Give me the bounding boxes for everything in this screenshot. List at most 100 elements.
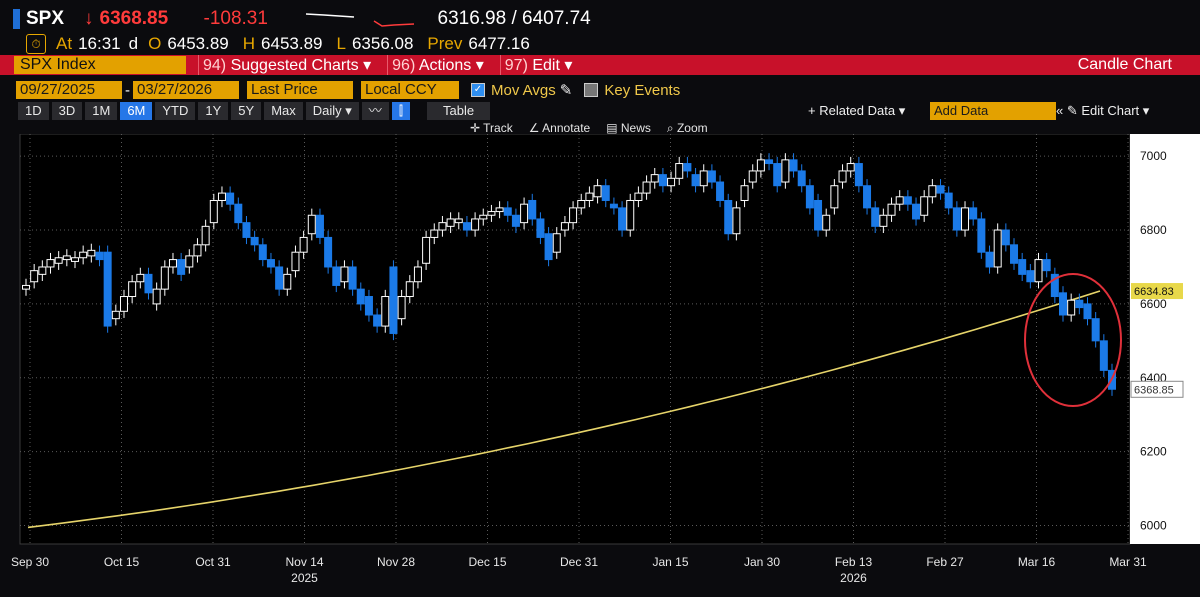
settings-bar: 09/27/2025 - 03/27/2026 Last Price Local… xyxy=(0,80,1200,100)
candle xyxy=(503,207,512,216)
candle xyxy=(822,214,831,231)
period-3d[interactable]: 3D xyxy=(51,102,83,120)
candle xyxy=(773,163,782,187)
candle xyxy=(38,266,47,275)
track-tool[interactable]: ✛ Track xyxy=(470,121,513,135)
security-field[interactable]: SPX Index xyxy=(14,56,186,74)
candle xyxy=(454,218,463,224)
candle xyxy=(683,163,692,172)
menu-label: Edit ▾ xyxy=(532,57,573,74)
ticker-symbol[interactable]: SPX xyxy=(26,8,65,29)
candle xyxy=(128,281,137,298)
candle xyxy=(601,185,610,201)
x-tick-label: Jan 30 xyxy=(744,555,780,569)
chart-grid xyxy=(19,134,1200,545)
end-date-input[interactable]: 03/27/2026 xyxy=(133,81,239,99)
candle xyxy=(577,199,586,209)
price-type-select[interactable]: Last Price xyxy=(247,81,353,99)
candle xyxy=(438,222,447,231)
low-label: L xyxy=(336,34,346,53)
command-bar: SPX Index 94) Suggested Charts ▾ 96) Act… xyxy=(0,55,1200,75)
collapse-icon[interactable]: « xyxy=(1056,103,1067,118)
table-button[interactable]: Table xyxy=(426,102,491,120)
period-max[interactable]: Max xyxy=(264,102,303,120)
candle xyxy=(1050,273,1059,298)
frequency-select[interactable]: Daily ▾ xyxy=(305,102,359,120)
y-axis-panel xyxy=(1130,134,1200,544)
candle xyxy=(209,199,218,224)
candle xyxy=(985,251,994,268)
mov-avgs-toggle[interactable]: Mov Avgs xyxy=(491,81,556,99)
news-tool[interactable]: ▤ News xyxy=(606,121,651,135)
zoom-tool[interactable]: ⌕ Zoom xyxy=(666,121,708,135)
quote-bar: SPX ↓ 6368.85 -108.31 6316.98 / 6407.74 xyxy=(0,6,1200,32)
candle xyxy=(332,266,341,286)
down-arrow-icon: ↓ xyxy=(84,8,94,29)
candle xyxy=(258,244,267,261)
line-chart-icon[interactable]: 〰 xyxy=(361,102,389,120)
x-tick-label: Feb 13 xyxy=(835,555,873,569)
y-tick-label: 6200 xyxy=(1140,445,1167,459)
candle xyxy=(871,207,880,227)
price-tags: 6634.83 6368.85 xyxy=(1130,283,1184,398)
chart-type-title: Candle Chart xyxy=(1077,56,1172,73)
candle xyxy=(569,207,578,224)
plot-area xyxy=(19,134,1131,545)
x-tick-label: Nov 28 xyxy=(377,555,415,569)
candle xyxy=(1091,318,1100,342)
candle xyxy=(136,273,145,283)
currency-select[interactable]: Local CCY xyxy=(361,81,459,99)
clock-icon[interactable]: ⏱ xyxy=(26,34,46,54)
candle xyxy=(1042,259,1051,272)
start-date-input[interactable]: 09/27/2025 xyxy=(16,81,122,99)
x-tick-label: Sep 30 xyxy=(11,555,49,569)
annotate-tool[interactable]: ∠ Annotate xyxy=(528,121,591,135)
period-6m[interactable]: 6M xyxy=(120,102,153,120)
period-1y[interactable]: 1Y xyxy=(198,102,229,120)
key-events-checkbox[interactable] xyxy=(584,83,599,97)
candle xyxy=(250,236,259,246)
high-label: H xyxy=(242,34,256,53)
candle xyxy=(266,259,275,268)
x-tick-label: Feb 27 xyxy=(926,555,964,569)
tool-label: Annotate xyxy=(542,121,591,135)
menu-suggested-charts[interactable]: 94) Suggested Charts ▾ xyxy=(198,55,376,75)
candle xyxy=(691,174,700,187)
period-5y[interactable]: 5Y xyxy=(231,102,262,120)
candle xyxy=(201,225,210,246)
candle xyxy=(585,192,594,201)
candle xyxy=(511,214,520,227)
last-price: 6368.85 xyxy=(99,8,169,29)
period-1d[interactable]: 1D xyxy=(18,102,49,120)
add-data-input[interactable]: Add Data xyxy=(930,102,1056,120)
period-1m[interactable]: 1M xyxy=(85,102,118,120)
edit-chart-button[interactable]: « ✎ Edit Chart ▾ xyxy=(1056,103,1149,119)
candle xyxy=(1034,259,1043,283)
x-tick-label: Jan 15 xyxy=(652,555,688,569)
day-label: d xyxy=(128,34,139,53)
candle xyxy=(1059,292,1068,316)
menu-edit[interactable]: 97) Edit ▾ xyxy=(499,55,577,75)
checkbox-icon[interactable]: ✓ xyxy=(471,83,485,97)
candle-icon[interactable]: ⫿ xyxy=(391,102,410,120)
candle xyxy=(993,229,1002,268)
menu-label: Suggested Charts ▾ xyxy=(230,57,372,74)
x-tick-label: Oct 31 xyxy=(195,555,231,569)
pencil-icon[interactable]: ✎ xyxy=(559,82,573,99)
candle xyxy=(544,233,553,261)
candle xyxy=(405,281,414,298)
candle xyxy=(634,192,643,201)
key-events-toggle[interactable]: Key Events xyxy=(604,81,681,99)
candle xyxy=(479,214,488,220)
candle xyxy=(283,273,292,290)
candle xyxy=(422,236,431,264)
related-data-button[interactable]: + Related Data ▾ xyxy=(808,103,906,118)
prev-label: Prev xyxy=(427,34,463,53)
candle xyxy=(79,251,88,259)
period-ytd[interactable]: YTD xyxy=(155,102,196,120)
candle xyxy=(46,259,55,268)
year-label: 2025 xyxy=(291,571,318,585)
candle xyxy=(389,266,398,334)
menu-actions[interactable]: 96) Actions ▾ xyxy=(387,55,488,75)
